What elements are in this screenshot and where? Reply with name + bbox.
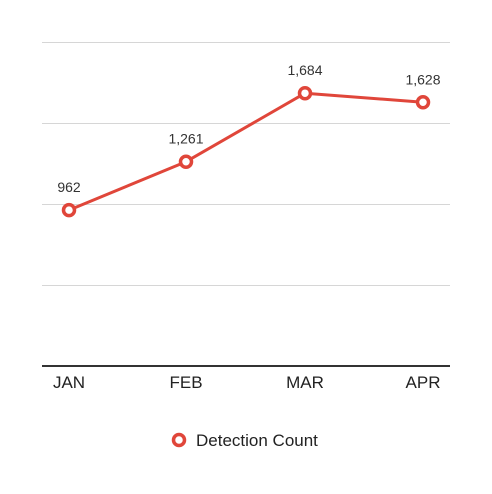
x-tick-jan: JAN: [53, 373, 85, 392]
series-points: [61, 85, 431, 218]
x-tick-mar: MAR: [286, 373, 324, 392]
series-line-0: [67, 91, 425, 212]
series-lines: [67, 91, 425, 212]
x-tick-apr: APR: [406, 373, 441, 392]
data-point-feb: [178, 154, 194, 169]
data-label-mar: 1,684: [287, 62, 322, 78]
data-label-feb: 1,261: [168, 131, 203, 147]
legend: Detection Count: [171, 431, 318, 450]
data-point-jan: [61, 202, 77, 218]
legend-marker: [171, 432, 187, 448]
legend-label: Detection Count: [196, 431, 318, 450]
data-point-apr: [415, 95, 431, 110]
gridlines: [42, 42, 450, 286]
x-tick-labels: JAN FEB MAR APR: [53, 373, 441, 392]
data-label-apr: 1,628: [405, 71, 440, 87]
data-labels: 962 1,261 1,684 1,628: [57, 62, 440, 195]
data-point-mar: [297, 85, 313, 101]
x-tick-feb: FEB: [169, 373, 202, 392]
data-label-jan: 962: [57, 179, 81, 195]
